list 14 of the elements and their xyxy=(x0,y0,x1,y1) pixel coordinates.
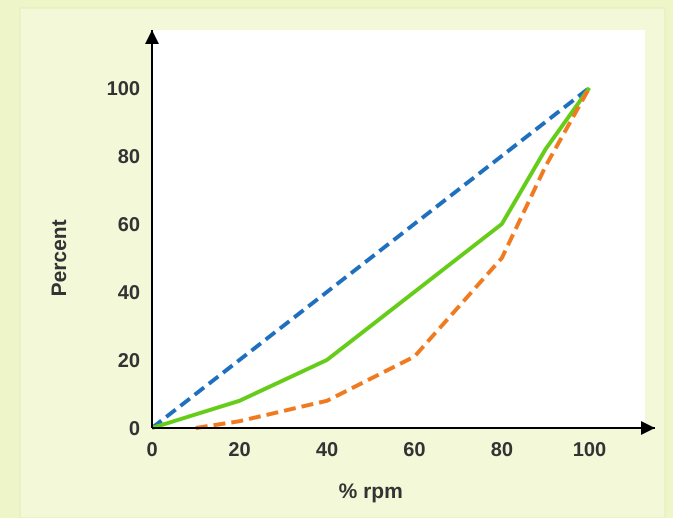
x-axis-title: % rpm xyxy=(338,480,403,503)
x-tick-label: 80 xyxy=(490,439,514,461)
y-tick-label: 20 xyxy=(118,350,140,372)
y-tick-label: 80 xyxy=(118,146,140,168)
x-tick-label: 60 xyxy=(403,439,426,461)
x-tick-label: 100 xyxy=(572,439,606,461)
y-tick-label: 0 xyxy=(128,418,140,440)
y-tick-label: 40 xyxy=(118,282,140,304)
x-tick-label: 40 xyxy=(316,439,338,461)
x-tick-label: 20 xyxy=(228,439,251,461)
y-tick-label: 60 xyxy=(118,214,140,236)
x-tick-label: 0 xyxy=(146,439,158,461)
y-tick-label: 100 xyxy=(106,78,140,100)
y-axis-title: Percent xyxy=(48,219,71,296)
